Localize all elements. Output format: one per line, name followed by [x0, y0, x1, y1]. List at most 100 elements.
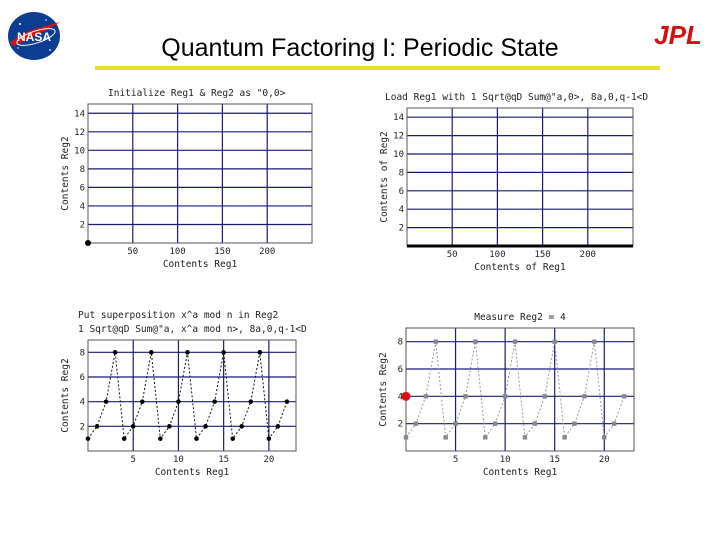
chart-title: Initialize Reg1 & Reg2 as "0,0> [108, 88, 286, 99]
y-tick-label: 8 [398, 338, 403, 348]
chart-subtitle: 1 Sqrt@qD Sum@"a, x^a mod n>, 8a,0,q-1<D [78, 324, 307, 335]
data-point [167, 424, 172, 429]
x-tick-label: 150 [534, 250, 550, 260]
svg-text:JPL: JPL [654, 22, 702, 48]
data-point [230, 436, 235, 441]
data-point [212, 399, 217, 404]
data-point [221, 350, 226, 355]
x-tick-label: 20 [263, 455, 274, 465]
data-point [176, 399, 181, 404]
data-point [542, 394, 547, 399]
y-axis-label: Contents of Reg2 [379, 131, 390, 223]
y-tick-label: 12 [393, 132, 404, 142]
x-axis-label: Contents Reg1 [483, 467, 558, 478]
y-tick-label: 2 [398, 420, 403, 430]
y-tick-label: 12 [74, 128, 85, 138]
data-point [85, 240, 91, 246]
x-tick-label: 150 [214, 247, 230, 257]
data-point [473, 339, 478, 344]
data-point [592, 339, 597, 344]
data-point [611, 421, 617, 426]
y-tick-label: 6 [80, 183, 85, 193]
data-point [433, 339, 438, 344]
y-axis-label: Contents Reg2 [60, 136, 71, 210]
x-tick-label: 5 [453, 455, 458, 465]
data-point [112, 350, 118, 355]
data-point [502, 394, 508, 399]
x-tick-label: 200 [259, 247, 275, 257]
x-tick-label: 50 [447, 250, 458, 260]
data-point [266, 436, 272, 441]
y-axis-label: Contents Reg2 [378, 352, 389, 426]
data-point [413, 421, 419, 426]
x-axis-label: Contents of Reg1 [474, 262, 566, 273]
slide-title: Quantum Factoring I: Periodic State [161, 34, 559, 62]
x-tick-label: 15 [218, 455, 229, 465]
data-point [602, 435, 607, 440]
data-point [94, 424, 100, 429]
data-point [85, 436, 91, 441]
data-point [194, 436, 199, 441]
data-point [103, 399, 109, 404]
x-tick-label: 5 [131, 455, 136, 465]
y-tick-label: 8 [80, 165, 85, 175]
data-point [403, 435, 409, 440]
data-point [621, 394, 627, 399]
y-tick-label: 8 [80, 348, 85, 358]
y-tick-label: 2 [80, 220, 85, 230]
title-underline [95, 66, 660, 70]
data-point [572, 421, 577, 426]
jpl-logo-icon: JPL [654, 22, 702, 48]
y-axis-label: Contents Reg2 [60, 358, 71, 432]
data-point [493, 421, 498, 426]
data-point [139, 399, 145, 404]
data-point [257, 350, 263, 355]
data-point [512, 339, 518, 344]
y-tick-label: 10 [74, 146, 85, 156]
y-tick-label: 6 [398, 365, 403, 375]
y-tick-label: 6 [80, 373, 85, 383]
chart-title: Put superposition x^a mod n in Reg2 [78, 310, 278, 321]
x-axis-label: Contents Reg1 [163, 259, 238, 270]
data-point [463, 394, 468, 399]
data-point [562, 435, 567, 440]
x-tick-label: 15 [549, 455, 560, 465]
x-tick-label: 200 [580, 250, 596, 260]
y-tick-label: 14 [393, 113, 404, 123]
y-tick-label: 8 [399, 168, 404, 178]
y-tick-label: 14 [74, 109, 85, 119]
y-tick-label: 4 [398, 392, 403, 402]
chart-title: Load Reg1 with 1 Sqrt@qD Sum@"a,0>, 8a,0… [385, 92, 648, 103]
data-point [552, 339, 557, 344]
data-point [453, 421, 458, 426]
y-tick-label: 10 [393, 150, 404, 160]
data-point [158, 436, 163, 441]
data-point [203, 424, 208, 429]
nasa-logo-icon: NASA [8, 12, 60, 60]
plot-frame [87, 103, 313, 244]
plot-frame [405, 327, 635, 452]
y-tick-label: 6 [399, 187, 404, 197]
x-tick-label: 20 [599, 455, 610, 465]
measured-marker [401, 391, 411, 401]
data-point [121, 436, 127, 441]
data-point [522, 435, 528, 440]
data-point [248, 399, 254, 404]
y-tick-label: 2 [399, 224, 404, 234]
y-tick-label: 4 [80, 398, 85, 408]
data-point [239, 424, 245, 429]
plot-frame [406, 107, 634, 247]
y-tick-label: 4 [399, 205, 404, 215]
y-tick-label: 2 [80, 422, 85, 432]
svg-text:NASA: NASA [17, 30, 51, 44]
plot-frame [87, 339, 297, 452]
data-point [423, 394, 429, 399]
x-tick-label: 10 [173, 455, 184, 465]
data-point [483, 435, 488, 440]
series-line [405, 341, 625, 439]
x-tick-label: 100 [489, 250, 505, 260]
x-tick-label: 100 [169, 247, 185, 257]
chart-title: Measure Reg2 = 4 [474, 312, 566, 323]
